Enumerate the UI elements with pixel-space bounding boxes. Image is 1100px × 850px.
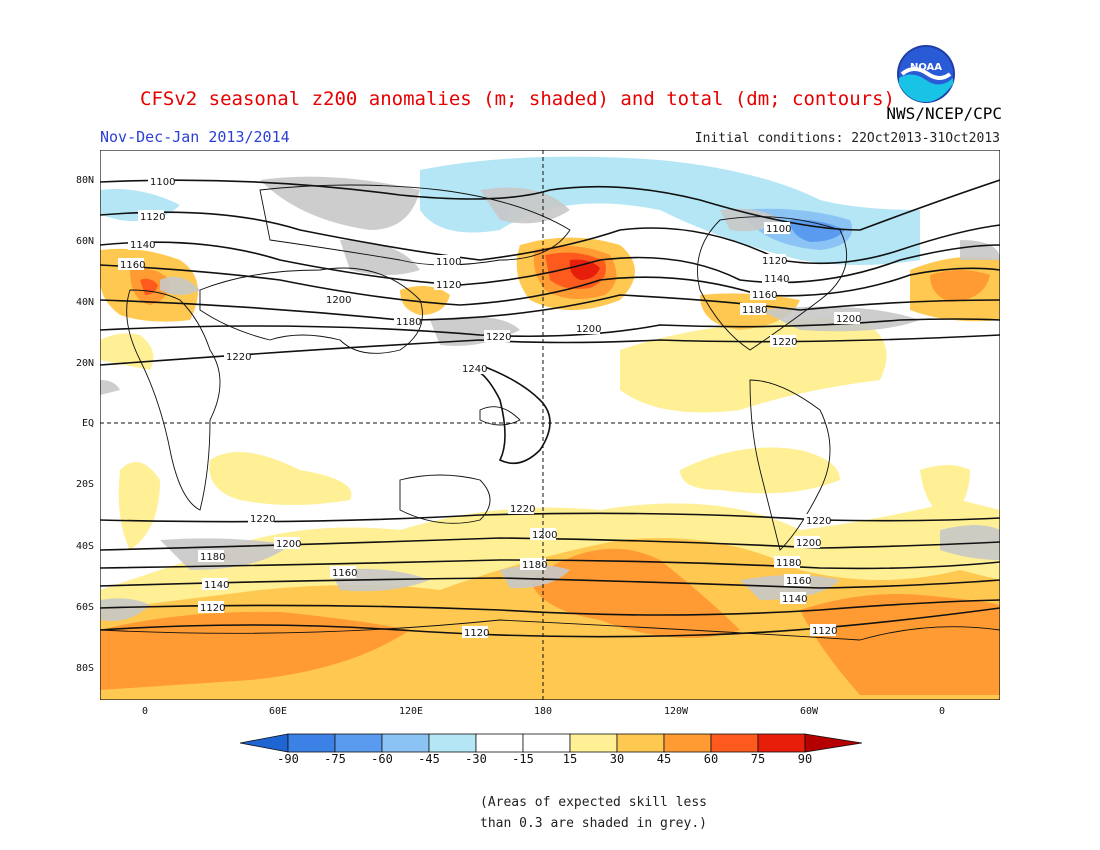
anomaly-indian-ocean <box>209 452 352 505</box>
contour-label-1120: 1120 <box>140 212 165 223</box>
contour-label-1120-sp: 1120 <box>464 628 489 639</box>
colorbar-arrow-left <box>240 733 289 753</box>
contour-label-1200-sp: 1200 <box>532 530 557 541</box>
colorbar-bin-8 <box>616 733 665 753</box>
contour-label-1200: 1200 <box>326 295 351 306</box>
contour-label-1160: 1160 <box>120 260 145 271</box>
contour-label-1240: 1240 <box>462 364 487 375</box>
logo-text: NOAA <box>910 62 942 73</box>
lon-label-180: 180 <box>533 706 553 717</box>
contour-label-1180-s: 1180 <box>200 552 225 563</box>
contour-label-1160-sa: 1160 <box>786 576 811 587</box>
colorbar-label-neg15: -15 <box>512 752 534 766</box>
lat-label-20n: 20N <box>75 358 94 369</box>
contour-label-1180-sp: 1180 <box>522 560 547 571</box>
contour-label-1220-atlantic: 1220 <box>772 337 797 348</box>
initial-conditions: Initial conditions: 22Oct2013-31Oct2013 <box>694 131 1000 146</box>
contour-label-1200-pacific: 1200 <box>576 324 601 335</box>
lat-label-20s: 20S <box>75 479 94 490</box>
anomaly-north-pacific-75 <box>569 259 600 280</box>
contour-label-1160-s: 1160 <box>332 568 357 579</box>
lon-label-0: 0 <box>141 706 149 717</box>
lat-label-80n: 80N <box>75 175 94 186</box>
contour-label-1100: 1100 <box>150 177 175 188</box>
colorbar-bin-7 <box>569 733 618 753</box>
contour-label-1180-asia: 1180 <box>396 317 421 328</box>
contour-label-1100-canada: 1100 <box>766 224 791 235</box>
contour-label-1220-sp: 1220 <box>510 504 535 515</box>
skill-note-line-2: than 0.3 are shaded in grey.) <box>480 816 707 831</box>
colorbar-bin-2 <box>334 733 383 753</box>
colorbar-label-neg45: -45 <box>418 752 440 766</box>
anomaly-45-60-south-pacific <box>530 548 740 638</box>
contour-label-1120-s: 1120 <box>200 603 225 614</box>
agency-label: NWS/NCEP/CPC <box>886 104 1002 123</box>
lat-label-80s: 80S <box>75 663 94 674</box>
contour-label-1200-s: 1200 <box>276 539 301 550</box>
anomaly-south-atlantic <box>920 465 970 520</box>
skill-note: (Areas of expected skill less than 0.3 a… <box>480 792 707 834</box>
contour-label-1120-canada: 1120 <box>762 256 787 267</box>
colorbar-label-45: 45 <box>656 752 672 766</box>
contour-label-1140-sa: 1140 <box>782 594 807 605</box>
colorbar-label-15: 15 <box>562 752 578 766</box>
colorbar-bin-5 <box>475 733 524 753</box>
lon-label-120e: 120E <box>398 706 424 717</box>
colorbar-bin-1 <box>287 733 336 753</box>
anomaly-map: 1100 1120 1140 1160 1200 1220 1240 1100 … <box>100 150 1000 700</box>
contour-label-1120-sa: 1120 <box>812 626 837 637</box>
colorbar-label-75: 75 <box>750 752 766 766</box>
colorbar-label-90: 90 <box>797 752 813 766</box>
anomaly-africa-south <box>118 462 160 550</box>
contour-label-1180-sa: 1180 <box>776 558 801 569</box>
contour-label-1140-canada: 1140 <box>764 274 789 285</box>
lon-label-60e: 60E <box>268 706 288 717</box>
lat-label-60s: 60S <box>75 602 94 613</box>
lat-label-60n: 60N <box>75 236 94 247</box>
colorbar-label-neg75: -75 <box>324 752 346 766</box>
colorbar-label-30: 30 <box>609 752 625 766</box>
lon-label-60w: 60W <box>799 706 819 717</box>
colorbar-label-neg30: -30 <box>465 752 487 766</box>
skill-note-line-1: (Areas of expected skill less <box>480 795 707 810</box>
colorbar-bin-11 <box>757 733 806 753</box>
contour-label-1220-pacific: 1220 <box>486 332 511 343</box>
colorbar-label-60: 60 <box>703 752 719 766</box>
colorbar <box>240 733 862 753</box>
map-title: CFSv2 seasonal z200 anomalies (m; shaded… <box>140 88 895 110</box>
lat-label-eq: EQ <box>81 418 94 429</box>
contour-label-1100-asia: 1100 <box>436 257 461 268</box>
anomaly-atlantic-core <box>930 270 990 302</box>
contour-label-1160-canada: 1160 <box>752 290 777 301</box>
contour-label-1120-asia: 1120 <box>436 280 461 291</box>
lat-label-40s: 40S <box>75 541 94 552</box>
colorbar-bin-10 <box>710 733 759 753</box>
colorbar-arrow-right <box>804 733 862 753</box>
height-contours <box>100 179 1000 638</box>
contour-label-1220: 1220 <box>226 352 251 363</box>
contour-label-1180-canada: 1180 <box>742 305 767 316</box>
noaa-logo-icon: NOAA <box>897 45 955 103</box>
colorbar-bin-4 <box>428 733 477 753</box>
contour-labels: 1100 1120 1140 1160 1200 1220 1240 1100 … <box>118 175 861 639</box>
contour-label-1140: 1140 <box>130 240 155 251</box>
contour-label-1200-sa: 1200 <box>796 538 821 549</box>
colorbar-label-neg60: -60 <box>371 752 393 766</box>
lon-label-120w: 120W <box>663 706 689 717</box>
colorbar-bin-9 <box>663 733 712 753</box>
anomaly-45-60-se <box>800 594 1000 695</box>
contour-label-1220-sa: 1220 <box>806 516 831 527</box>
colorbar-label-neg90: -90 <box>277 752 299 766</box>
contour-label-1140-s: 1140 <box>204 580 229 591</box>
contour-label-1200-atlantic: 1200 <box>836 314 861 325</box>
colorbar-bin-6 <box>522 733 571 753</box>
season-subtitle: Nov-Dec-Jan 2013/2014 <box>100 128 290 146</box>
colorbar-bin-3 <box>381 733 430 753</box>
lon-label-0-east: 0 <box>938 706 946 717</box>
lat-label-40n: 40N <box>75 297 94 308</box>
contour-label-1220-s: 1220 <box>250 514 275 525</box>
